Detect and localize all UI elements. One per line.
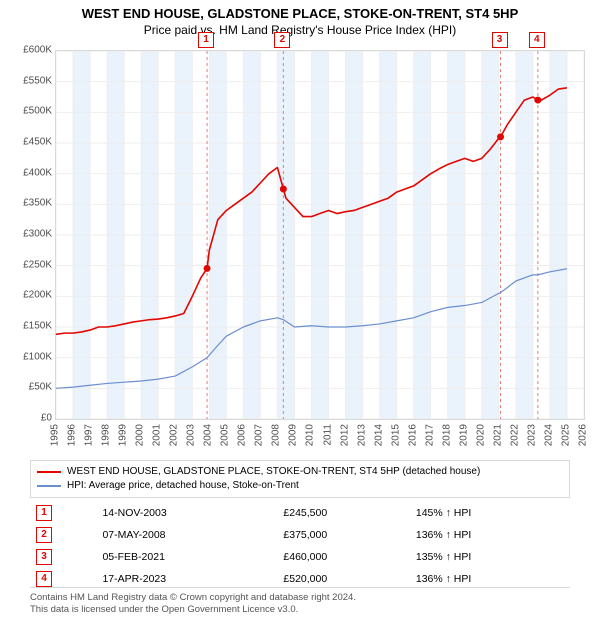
x-tick-label: 2014: [373, 424, 384, 446]
x-tick-label: 2011: [322, 424, 333, 446]
x-tick-label: 2003: [186, 424, 197, 446]
x-tick-label: 2023: [526, 424, 537, 446]
sale-marker-badge: 3: [492, 32, 508, 48]
y-tick-label: £500K: [2, 106, 52, 117]
sale-badge-cell: 1: [30, 502, 96, 524]
y-tick-label: £100K: [2, 351, 52, 362]
x-tick-label: 2016: [407, 424, 418, 446]
x-tick-label: 2008: [271, 424, 282, 446]
chart-subtitle: Price paid vs. HM Land Registry's House …: [0, 23, 600, 37]
plot-area: [55, 50, 585, 420]
footer-line-1: Contains HM Land Registry data © Crown c…: [30, 592, 570, 604]
sale-badge: 3: [36, 549, 52, 565]
sale-badge: 1: [36, 505, 52, 521]
legend: WEST END HOUSE, GLADSTONE PLACE, STOKE-O…: [30, 460, 570, 498]
sale-marker-badge: 4: [529, 32, 545, 48]
y-tick-label: £300K: [2, 229, 52, 240]
x-tick-label: 2002: [169, 424, 180, 446]
x-tick-label: 2019: [458, 424, 469, 446]
sale-badge: 4: [36, 571, 52, 587]
footer-line-2: This data is licensed under the Open Gov…: [30, 604, 570, 616]
sale-price: £245,500: [277, 502, 409, 524]
sale-date: 14-NOV-2003: [96, 502, 277, 524]
x-tick-label: 2024: [543, 424, 554, 446]
y-tick-label: £600K: [2, 45, 52, 56]
x-tick-label: 2012: [339, 424, 350, 446]
y-tick-label: £350K: [2, 198, 52, 209]
legend-row-2: HPI: Average price, detached house, Stok…: [37, 479, 563, 493]
sale-hpi: 136% ↑ HPI: [410, 524, 570, 546]
y-tick-label: £250K: [2, 259, 52, 270]
table-row: 2 07-MAY-2008£375,000136% ↑ HPI: [30, 524, 570, 546]
x-tick-label: 2005: [220, 424, 231, 446]
y-tick-label: £450K: [2, 137, 52, 148]
x-tick-label: 2015: [390, 424, 401, 446]
y-tick-label: £0: [2, 413, 52, 424]
x-tick-label: 1998: [101, 424, 112, 446]
x-tick-label: 1996: [67, 424, 78, 446]
sale-badge-cell: 2: [30, 524, 96, 546]
x-tick-label: 1997: [84, 424, 95, 446]
x-tick-label: 2006: [237, 424, 248, 446]
sale-price: £460,000: [277, 546, 409, 568]
y-tick-label: £150K: [2, 321, 52, 332]
sale-date: 05-FEB-2021: [96, 546, 277, 568]
sale-hpi: 145% ↑ HPI: [410, 502, 570, 524]
sale-date: 07-MAY-2008: [96, 524, 277, 546]
sale-badge: 2: [36, 527, 52, 543]
x-tick-label: 2022: [509, 424, 520, 446]
plot-svg: [56, 51, 584, 419]
x-tick-label: 2007: [254, 424, 265, 446]
table-row: 1 14-NOV-2003£245,500145% ↑ HPI: [30, 502, 570, 524]
chart-title: WEST END HOUSE, GLADSTONE PLACE, STOKE-O…: [0, 6, 600, 21]
sale-price: £375,000: [277, 524, 409, 546]
legend-label-2: HPI: Average price, detached house, Stok…: [67, 479, 299, 493]
y-tick-label: £550K: [2, 75, 52, 86]
legend-swatch-2: [37, 485, 61, 487]
x-tick-label: 1995: [50, 424, 61, 446]
y-tick-label: £400K: [2, 167, 52, 178]
x-tick-label: 2001: [152, 424, 163, 446]
x-tick-label: 2000: [135, 424, 146, 446]
sale-badge-cell: 3: [30, 546, 96, 568]
x-tick-label: 1999: [118, 424, 129, 446]
x-tick-label: 2018: [441, 424, 452, 446]
sale-marker-badge: 2: [274, 32, 290, 48]
footer: Contains HM Land Registry data © Crown c…: [30, 587, 570, 616]
x-tick-label: 2021: [492, 424, 503, 446]
chart-container: WEST END HOUSE, GLADSTONE PLACE, STOKE-O…: [0, 0, 600, 620]
x-tick-label: 2004: [203, 424, 214, 446]
x-tick-label: 2010: [305, 424, 316, 446]
legend-row-1: WEST END HOUSE, GLADSTONE PLACE, STOKE-O…: [37, 465, 563, 479]
x-tick-label: 2009: [288, 424, 299, 446]
y-tick-label: £200K: [2, 290, 52, 301]
sale-marker-badge: 1: [198, 32, 214, 48]
table-row: 3 05-FEB-2021£460,000135% ↑ HPI: [30, 546, 570, 568]
x-tick-label: 2026: [578, 424, 589, 446]
title-block: WEST END HOUSE, GLADSTONE PLACE, STOKE-O…: [0, 0, 600, 37]
legend-label-1: WEST END HOUSE, GLADSTONE PLACE, STOKE-O…: [67, 465, 480, 479]
legend-swatch-1: [37, 471, 61, 473]
x-tick-label: 2017: [424, 424, 435, 446]
y-tick-label: £50K: [2, 382, 52, 393]
x-tick-label: 2020: [475, 424, 486, 446]
sale-hpi: 135% ↑ HPI: [410, 546, 570, 568]
x-tick-label: 2025: [560, 424, 571, 446]
sales-table: 1 14-NOV-2003£245,500145% ↑ HPI 2 07-MAY-20…: [30, 502, 570, 590]
x-tick-label: 2013: [356, 424, 367, 446]
